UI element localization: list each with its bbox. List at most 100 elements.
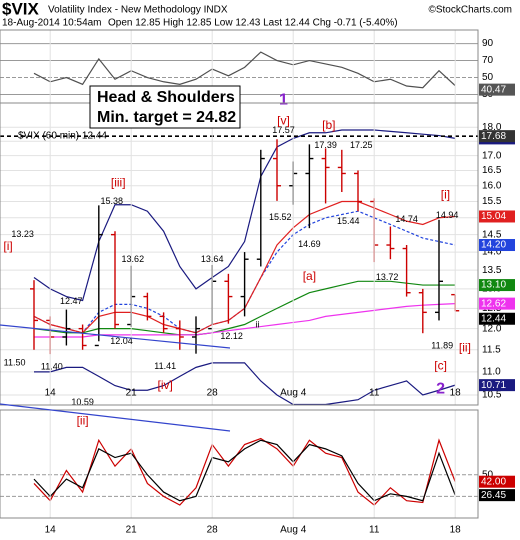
price-tag — [479, 279, 515, 292]
annotation: 13.64 — [201, 254, 224, 264]
annotation: [iii] — [111, 176, 126, 190]
quote: Open 12.85 High 12.85 Low 12.43 Last 12.… — [108, 18, 398, 29]
price-tag-label: 17.68 — [481, 131, 506, 142]
x-tick-label: 28 — [207, 388, 219, 399]
annotation: 12.04 — [110, 336, 133, 346]
y-tick-label: 12.0 — [482, 323, 502, 334]
x-tick-label: 18 — [450, 388, 462, 399]
annotation: [i] — [3, 239, 12, 253]
annotation: 14.94 — [436, 210, 459, 220]
annotation: [v] — [277, 114, 290, 128]
trendline — [0, 324, 231, 349]
x-tick-label: 21 — [126, 388, 138, 399]
price-tag — [479, 130, 515, 143]
annotation: [ii] — [459, 341, 471, 355]
x-tick-label: Aug 4 — [280, 525, 307, 536]
y-tick-label: 90 — [482, 38, 494, 49]
price-tag-label: 13.10 — [481, 280, 506, 291]
annotation: 11.40 — [41, 362, 63, 372]
line — [33, 129, 456, 302]
y-tick-label: 11.5 — [482, 344, 501, 355]
line — [33, 439, 456, 502]
annotation: [b] — [322, 118, 335, 132]
chart-subtitle: Volatility Index - New Methodology INDX — [48, 5, 228, 16]
price-tag-label: 26.45 — [481, 490, 506, 501]
pattern-box — [89, 85, 241, 129]
x-tick-label: 11 — [369, 525, 380, 536]
annotation: 17.39 — [314, 140, 337, 150]
line — [33, 280, 456, 336]
x-tick-label: Aug 4 — [280, 388, 307, 399]
annotation: 12.47 — [60, 296, 83, 306]
pattern-title: Head & Shoulders — [97, 89, 235, 106]
annotation: 14.74 — [395, 214, 418, 224]
y-tick-label: 16.0 — [482, 180, 502, 191]
y-tick-label: 70 — [482, 55, 494, 66]
line — [33, 210, 456, 334]
line — [33, 437, 456, 506]
osc-frame — [0, 409, 479, 519]
x-tick-label: 14 — [45, 388, 57, 399]
y-tick-label: 16.5 — [482, 165, 502, 176]
y-tick-label: 13.5 — [482, 265, 502, 276]
y-tick-label: 15.5 — [482, 196, 502, 207]
price-tag — [479, 489, 515, 502]
panel — [0, 437, 478, 506]
annotation: 15.52 — [269, 212, 292, 222]
panel — [0, 126, 478, 405]
y-tick-label: 50 — [482, 72, 494, 83]
annotation: [iv] — [158, 378, 173, 392]
x-tick-label: 18 — [450, 525, 462, 536]
y-tick-label: 18.0 — [482, 122, 502, 133]
annotation: 2 — [436, 381, 445, 398]
y-tick-label: 17.0 — [482, 150, 502, 161]
annotation: 15.38 — [100, 196, 123, 206]
price-tag — [479, 239, 515, 252]
annotation: 13.72 — [376, 272, 399, 282]
line — [33, 51, 456, 89]
price-tag — [479, 83, 515, 96]
annotation: 14.69 — [298, 239, 321, 249]
price-tag — [479, 379, 515, 392]
annotation: [i] — [441, 188, 450, 202]
price-tag — [479, 210, 515, 223]
x-tick-label: 14 — [45, 525, 57, 536]
x-tick-label: 21 — [126, 525, 138, 536]
legend: $VIX (60 min) 12.44 — [18, 131, 107, 142]
annotation: 1 — [279, 92, 288, 109]
pattern-target: Min. target = 24.82 — [97, 109, 236, 126]
trendline — [0, 403, 231, 432]
price-tag — [479, 297, 515, 310]
annotation: 12.12 — [220, 331, 243, 341]
panel — [0, 43, 478, 96]
y-tick-label: 50 — [482, 469, 494, 480]
annotation: 13.62 — [122, 254, 145, 264]
y-tick-label: 10.5 — [482, 390, 502, 401]
annotation: 10.59 — [71, 397, 94, 407]
annotation: 11.41 — [154, 361, 176, 371]
x-tick-label: 11 — [369, 388, 380, 399]
annotation: 11.50 — [4, 358, 26, 368]
price-tag-label: 15.04 — [481, 211, 506, 222]
price-tag-label: 14.20 — [481, 240, 506, 251]
annotation: [c] — [434, 359, 447, 373]
price-tag-label: 10.71 — [481, 380, 506, 391]
annotation: [ii] — [77, 413, 89, 427]
y-tick-label: 14.5 — [482, 229, 502, 240]
annotation: 13.23 — [11, 229, 34, 239]
annotation: 11.89 — [431, 341, 453, 351]
price-tag-label: 12.44 — [481, 313, 506, 324]
copyright: ©StockCharts.com — [428, 5, 512, 16]
line — [34, 362, 456, 405]
annotation: ii — [256, 320, 260, 330]
annotation: 17.25 — [350, 140, 373, 150]
date: 18-Aug-2014 10:54am — [2, 18, 102, 29]
price-tag — [479, 312, 515, 325]
price-tag-label: 40.47 — [481, 84, 506, 95]
annotation: 17.57 — [272, 125, 295, 135]
y-tick-label: 11.0 — [482, 366, 501, 377]
y-tick-label: 14.0 — [482, 247, 502, 258]
price-tag — [479, 475, 515, 488]
